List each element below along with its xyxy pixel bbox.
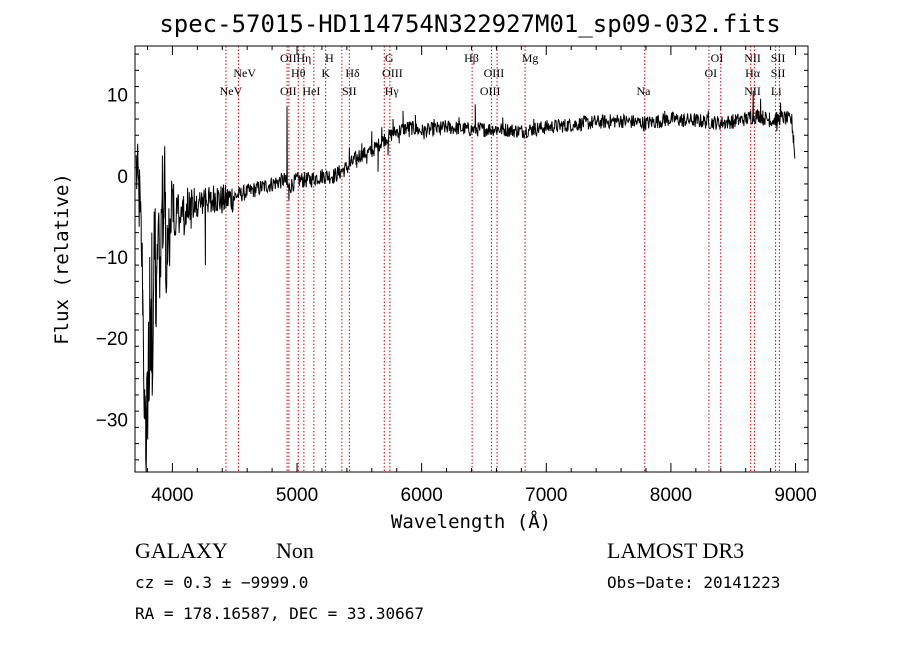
spectrum-line: [135, 90, 796, 473]
spectral-line-label: G: [385, 51, 394, 65]
spectral-line-label: OIII: [484, 66, 505, 80]
survey-name: LAMOST DR3: [607, 538, 744, 563]
spectral-line-label: OII: [280, 84, 297, 98]
spectral-line-label: NII: [744, 84, 761, 98]
spectral-line-label: Hδ: [345, 66, 360, 80]
spectral-line-markers: [225, 46, 780, 472]
spectral-line-label: H: [325, 51, 334, 65]
y-tick-label: 10: [107, 86, 128, 107]
x-tick-label: 5000: [276, 485, 318, 506]
spectral-line-label: K: [321, 66, 330, 80]
object-class: GALAXY: [135, 538, 228, 563]
spectral-line-label: Mg: [522, 51, 539, 65]
y-axis-ticks: 10 0 −10 −20 −30: [96, 53, 808, 461]
object-subclass: Non: [276, 538, 314, 563]
spectral-line-label: HeI: [302, 84, 320, 98]
spectral-line-label: OIII: [480, 84, 501, 98]
x-axis-label: Wavelength (Å): [391, 510, 551, 533]
x-tick-label: 4000: [151, 485, 193, 506]
spectral-line-label: Na: [636, 84, 651, 98]
spectral-line-label: Hβ: [464, 51, 479, 65]
y-tick-label: −10: [96, 248, 128, 269]
spectral-line-label: SII: [771, 66, 786, 80]
x-tick-label: 6000: [401, 485, 443, 506]
spectral-line-label: Hα: [745, 66, 761, 80]
plot-frame: [134, 45, 809, 473]
spectral-line-label: OIII: [382, 66, 403, 80]
y-tick-label: −30: [96, 410, 128, 431]
spectral-line-label: Hη: [296, 51, 311, 65]
spectral-line-label: OII: [280, 51, 297, 65]
spectral-line-label: SII: [771, 51, 786, 65]
spectral-line-label: Li: [771, 84, 782, 98]
y-tick-label: −20: [96, 329, 128, 350]
spectral-line-label: Hγ: [385, 84, 400, 98]
y-tick-label: 0: [117, 167, 128, 188]
x-axis-ticks: 4000 5000 6000 7000 8000 9000: [146, 46, 817, 506]
spectrum-series: [135, 90, 796, 473]
spectral-line-label: OI: [704, 66, 717, 80]
chart-title: spec-57015-HD114754N322927M01_sp09-032.f…: [159, 10, 780, 38]
x-tick-label: 9000: [774, 485, 816, 506]
spectral-line-label: NeV: [233, 66, 256, 80]
spectral-line-label: Hθ: [291, 66, 306, 80]
redshift-readout: cz = 0.3 ± −9999.0: [135, 573, 308, 592]
y-axis-label: Flux (relative): [51, 173, 73, 345]
x-tick-label: 8000: [650, 485, 692, 506]
spectral-line-label: OI: [711, 51, 724, 65]
x-tick-label: 7000: [525, 485, 567, 506]
spectral-line-label: NII: [744, 51, 761, 65]
observation-date: Obs−Date: 20141223: [607, 573, 780, 592]
spectral-line-label: SII: [342, 84, 357, 98]
spectral-line-label: NeV: [220, 84, 243, 98]
coordinates-readout: RA = 178.16587, DEC = 33.30667: [135, 604, 424, 623]
